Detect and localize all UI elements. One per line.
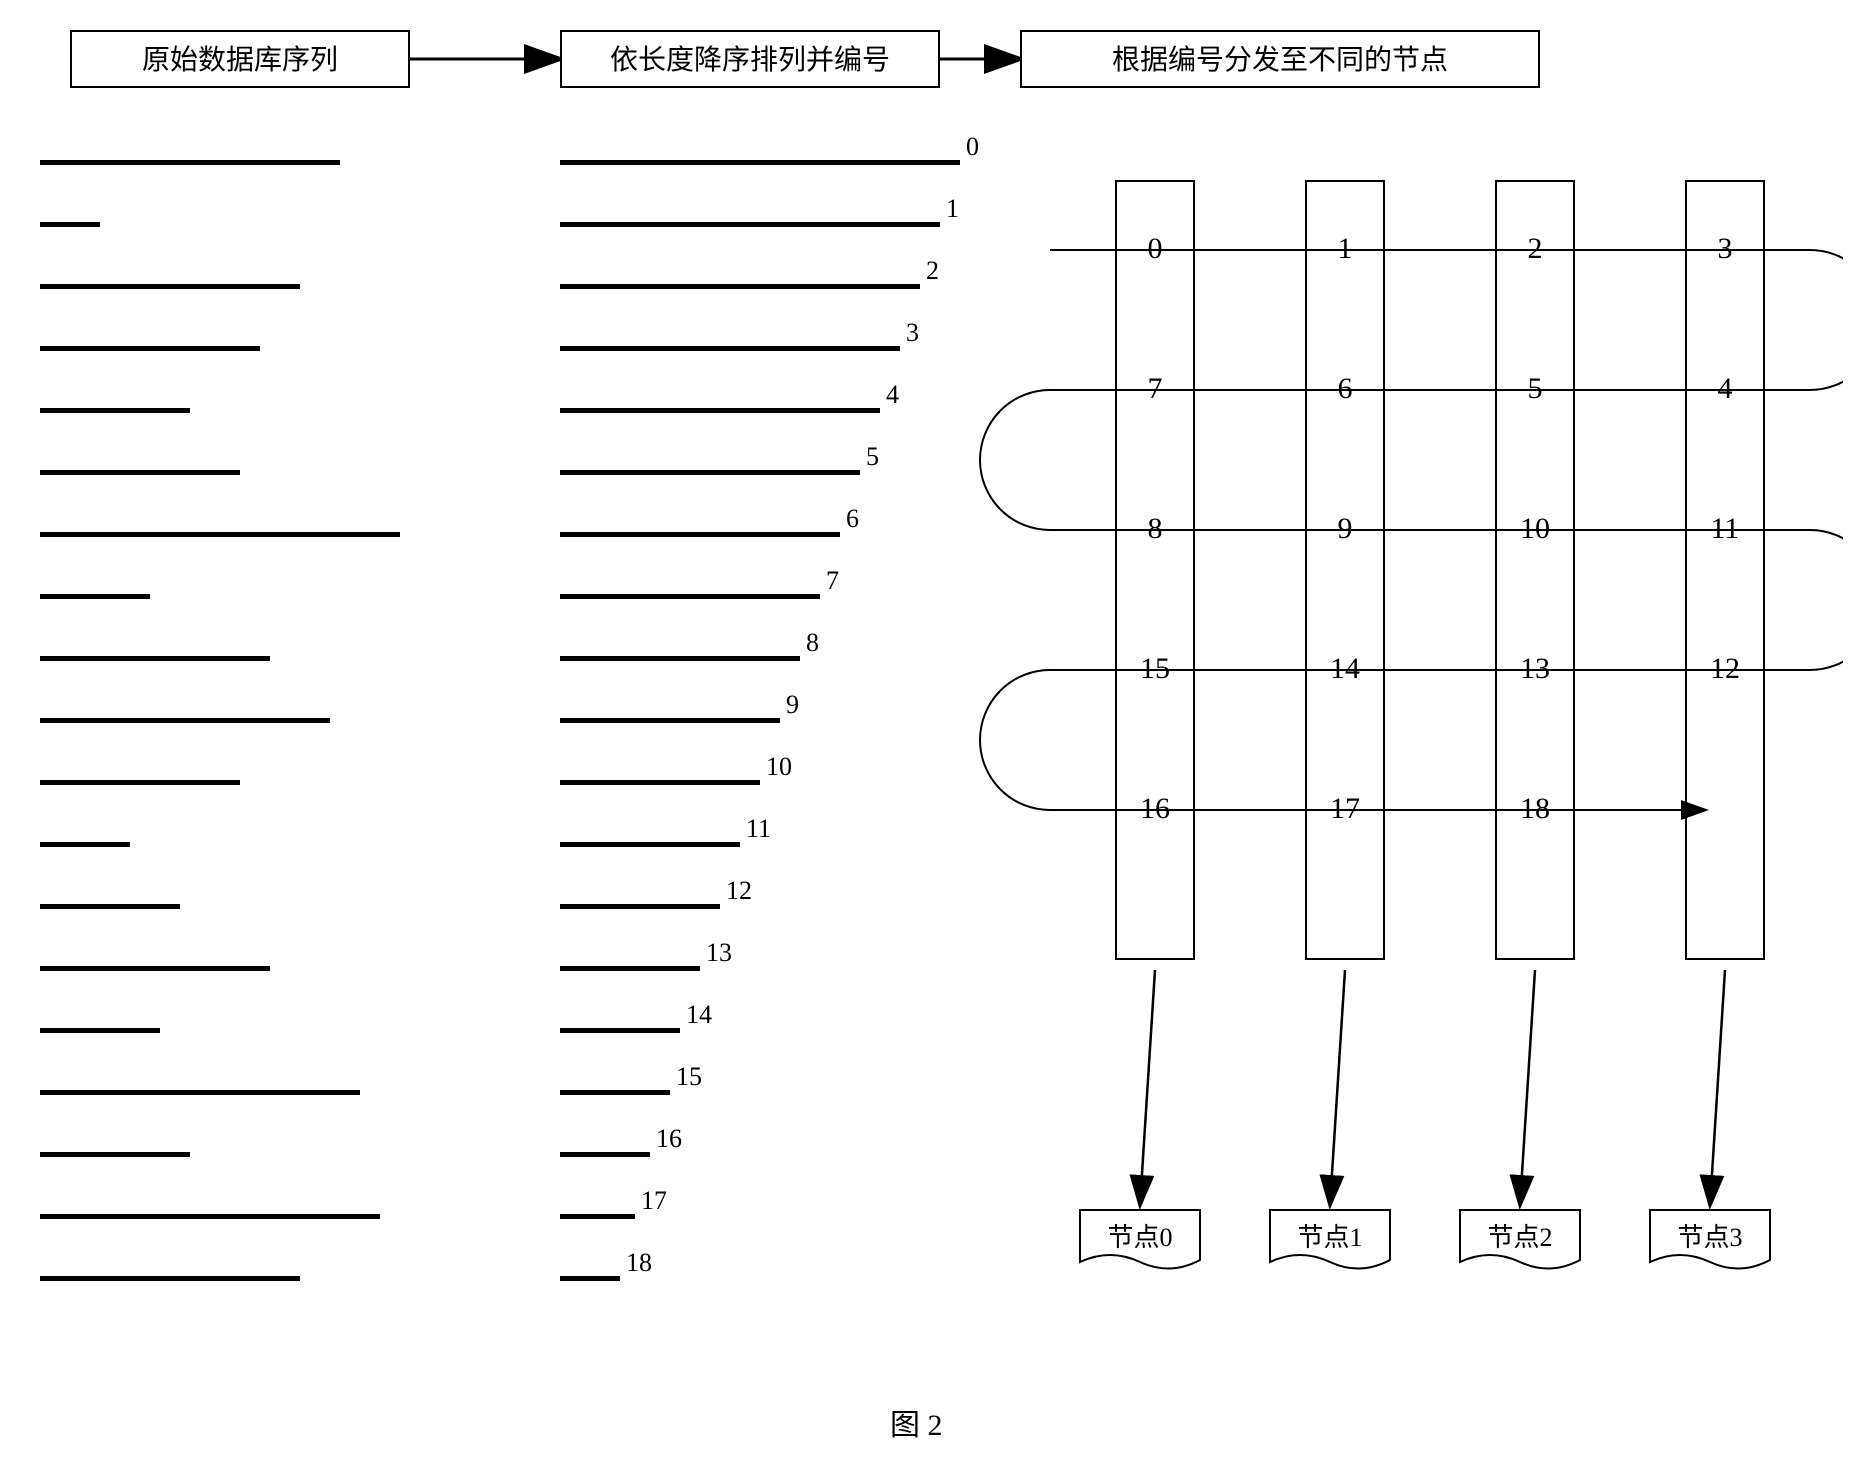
left-seq-16 [40, 1152, 190, 1157]
grid-cell-4-1: 17 [1305, 792, 1385, 826]
node-doc-label-0: 节点0 [1107, 1223, 1172, 1252]
left-seq-10 [40, 780, 240, 785]
node-doc-label-2: 节点2 [1487, 1223, 1552, 1252]
mid-seq-label-12: 12 [726, 876, 752, 906]
grid-cell-2-3: 11 [1685, 512, 1765, 546]
mid-seq-0 [560, 160, 960, 165]
mid-seq-label-7: 7 [826, 566, 839, 596]
mid-seq-8 [560, 656, 800, 661]
left-seq-3 [40, 346, 260, 351]
header-box-1: 依长度降序排列并编号 [560, 30, 940, 88]
left-seq-5 [40, 470, 240, 475]
left-seq-15 [40, 1090, 360, 1095]
grid-cell-0-1: 1 [1305, 232, 1385, 266]
mid-seq-13 [560, 966, 700, 971]
grid-cell-1-1: 6 [1305, 372, 1385, 406]
figure-label: 图 2 [890, 1400, 943, 1444]
left-seq-14 [40, 1028, 160, 1033]
mid-seq-label-10: 10 [766, 752, 792, 782]
mid-seq-label-2: 2 [926, 256, 939, 286]
grid-cell-3-2: 13 [1495, 652, 1575, 686]
mid-seq-1 [560, 222, 940, 227]
mid-seq-label-3: 3 [906, 318, 919, 348]
header-box-0: 原始数据库序列 [70, 30, 410, 88]
left-seq-7 [40, 594, 150, 599]
grid-cell-1-2: 5 [1495, 372, 1575, 406]
grid-cell-1-0: 7 [1115, 372, 1195, 406]
node-column-2 [1495, 180, 1575, 960]
mid-seq-label-15: 15 [676, 1062, 702, 1092]
mid-seq-9 [560, 718, 780, 723]
mid-seq-16 [560, 1152, 650, 1157]
left-seq-11 [40, 842, 130, 847]
left-seq-1 [40, 222, 100, 227]
left-seq-18 [40, 1276, 300, 1281]
mid-seq-label-11: 11 [746, 814, 771, 844]
mid-seq-17 [560, 1214, 635, 1219]
node-doc-label-1: 节点1 [1297, 1223, 1362, 1252]
node-arrow-0 [1140, 970, 1155, 1205]
mid-seq-label-9: 9 [786, 690, 799, 720]
mid-seq-label-1: 1 [946, 194, 959, 224]
left-seq-6 [40, 532, 400, 537]
grid-cell-2-0: 8 [1115, 512, 1195, 546]
mid-seq-label-5: 5 [866, 442, 879, 472]
left-seq-4 [40, 408, 190, 413]
node-arrow-2 [1520, 970, 1535, 1205]
mid-seq-3 [560, 346, 900, 351]
grid-cell-0-3: 3 [1685, 232, 1765, 266]
header-box-2: 根据编号分发至不同的节点 [1020, 30, 1540, 88]
mid-seq-label-4: 4 [886, 380, 899, 410]
node-column-3 [1685, 180, 1765, 960]
node-arrow-3 [1710, 970, 1725, 1205]
mid-seq-7 [560, 594, 820, 599]
left-seq-8 [40, 656, 270, 661]
left-seq-9 [40, 718, 330, 723]
grid-cell-2-1: 9 [1305, 512, 1385, 546]
grid-cell-4-0: 16 [1115, 792, 1195, 826]
mid-seq-label-0: 0 [966, 132, 979, 162]
mid-seq-14 [560, 1028, 680, 1033]
grid-cell-2-2: 10 [1495, 512, 1575, 546]
left-seq-17 [40, 1214, 380, 1219]
grid-cell-1-3: 4 [1685, 372, 1765, 406]
grid-cell-3-3: 12 [1685, 652, 1765, 686]
node-column-1 [1305, 180, 1385, 960]
mid-seq-label-8: 8 [806, 628, 819, 658]
left-seq-13 [40, 966, 270, 971]
mid-seq-2 [560, 284, 920, 289]
mid-seq-10 [560, 780, 760, 785]
mid-seq-label-17: 17 [641, 1186, 667, 1216]
node-doc-label-3: 节点3 [1677, 1223, 1742, 1252]
mid-seq-18 [560, 1276, 620, 1281]
grid-cell-0-0: 0 [1115, 232, 1195, 266]
mid-seq-12 [560, 904, 720, 909]
grid-cell-3-1: 14 [1305, 652, 1385, 686]
mid-seq-label-13: 13 [706, 938, 732, 968]
diagram-root: 节点0 节点1 节点2 节点3 图 2 原始数据库序列 依长度降序排列并编号 根据编号分发… [20, 20, 1843, 1449]
node-column-0 [1115, 180, 1195, 960]
mid-seq-6 [560, 532, 840, 537]
left-seq-0 [40, 160, 340, 165]
mid-seq-4 [560, 408, 880, 413]
mid-seq-11 [560, 842, 740, 847]
node-arrow-1 [1330, 970, 1345, 1205]
grid-cell-3-0: 15 [1115, 652, 1195, 686]
mid-seq-label-6: 6 [846, 504, 859, 534]
mid-seq-5 [560, 470, 860, 475]
mid-seq-label-16: 16 [656, 1124, 682, 1154]
mid-seq-label-14: 14 [686, 1000, 712, 1030]
left-seq-12 [40, 904, 180, 909]
left-seq-2 [40, 284, 300, 289]
mid-seq-label-18: 18 [626, 1248, 652, 1278]
grid-cell-4-2: 18 [1495, 792, 1575, 826]
mid-seq-15 [560, 1090, 670, 1095]
grid-cell-0-2: 2 [1495, 232, 1575, 266]
